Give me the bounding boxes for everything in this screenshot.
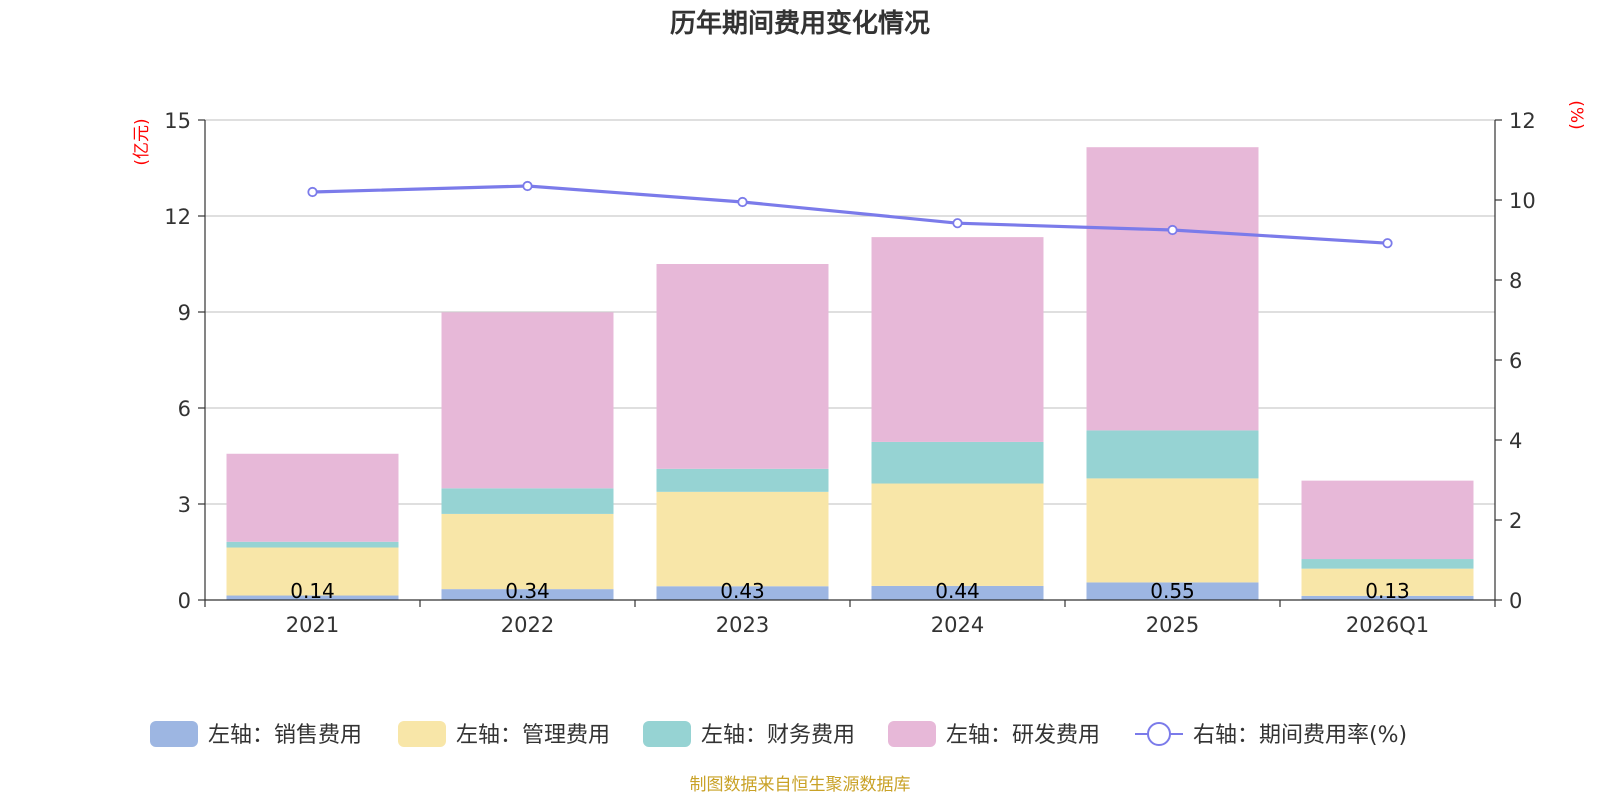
bar-segment-3 xyxy=(1301,559,1474,569)
bar-segment-1 xyxy=(226,595,399,600)
legend-label: 左轴：研发费用 xyxy=(946,723,1100,748)
right-tick-label: 6 xyxy=(1509,349,1522,373)
x-tick-label: 2024 xyxy=(931,613,984,637)
rate-point xyxy=(307,186,318,198)
right-tick-label: 8 xyxy=(1509,269,1522,293)
grid xyxy=(205,119,1495,505)
bar-segment-3 xyxy=(1086,430,1259,479)
bar-segment-1 xyxy=(1086,582,1259,600)
bar-data-label: 0.13 xyxy=(1365,579,1410,603)
legend-item[interactable]: 左轴：销售费用 xyxy=(150,721,362,748)
left-axis-unit: (亿元) xyxy=(132,118,152,165)
left-tick-label: 6 xyxy=(178,397,191,421)
rate-line xyxy=(312,184,1388,245)
rate-line-series xyxy=(307,180,1393,249)
bar-segment-2 xyxy=(1086,478,1259,583)
bar-data-label: 0.43 xyxy=(720,579,765,603)
bar-segment-4 xyxy=(871,237,1044,442)
bar-data-label: 0.44 xyxy=(935,579,980,603)
legend-swatch xyxy=(150,721,198,747)
legend-item[interactable]: 左轴：管理费用 xyxy=(398,721,610,748)
bar-segment-4 xyxy=(441,312,614,489)
bar-segment-2 xyxy=(871,483,1044,586)
right-tick-label: 4 xyxy=(1509,429,1522,453)
rate-point xyxy=(522,180,533,192)
bar-data-label: 0.55 xyxy=(1150,579,1195,603)
x-tick-label: 2026Q1 xyxy=(1346,613,1429,637)
left-tick-label: 9 xyxy=(178,301,191,325)
data-labels: 0.14 0.34 0.43 0.44 0.55 0.13 xyxy=(290,579,1410,603)
legend-label: 右轴：期间费用率(%) xyxy=(1193,723,1407,748)
legend-label: 左轴：管理费用 xyxy=(456,723,610,748)
rate-point xyxy=(1167,224,1178,236)
bar-segment-2 xyxy=(656,491,829,587)
source-note: 制图数据来自恒生聚源数据库 xyxy=(690,775,911,795)
bar-segment-3 xyxy=(871,441,1044,484)
legend-item[interactable]: 右轴：期间费用率(%) xyxy=(1135,722,1407,748)
bar-segment-1 xyxy=(1301,595,1474,600)
legend-swatch xyxy=(888,721,936,747)
bar-segment-4 xyxy=(656,264,829,469)
axes: 0 3 6 9 12 15 0 2 4 6 8 10 12 2021 2022 2023 2024 2025 202… xyxy=(164,109,1535,637)
bar-segment-2 xyxy=(441,513,614,590)
rate-point xyxy=(737,196,748,208)
legend-swatch xyxy=(398,721,446,747)
legend-marker xyxy=(1147,722,1171,746)
right-axis-unit: (%) xyxy=(1566,100,1586,129)
legend-item[interactable]: 左轴：研发费用 xyxy=(888,721,1100,748)
legend-label: 左轴：销售费用 xyxy=(208,723,362,748)
legend-item[interactable]: 左轴：财务费用 xyxy=(643,721,855,748)
x-tick-label: 2023 xyxy=(716,613,769,637)
bar-segment-3 xyxy=(226,541,399,548)
bar-data-label: 0.34 xyxy=(505,579,550,603)
right-tick-label: 10 xyxy=(1509,189,1536,213)
right-tick-label: 0 xyxy=(1509,589,1522,613)
bar-segment-2 xyxy=(226,547,399,596)
bar-segment-1 xyxy=(871,585,1044,600)
x-tick-label: 2025 xyxy=(1146,613,1199,637)
left-tick-label: 3 xyxy=(178,493,191,517)
legend-label: 左轴：财务费用 xyxy=(701,723,855,748)
right-tick-label: 2 xyxy=(1509,509,1522,533)
left-tick-label: 12 xyxy=(164,205,191,229)
rate-point xyxy=(952,218,963,229)
bar-segment-4 xyxy=(226,453,399,542)
bar-segment-1 xyxy=(441,589,614,600)
bar-segment-3 xyxy=(441,488,614,514)
bar-segment-1 xyxy=(656,586,829,600)
rate-point xyxy=(1382,238,1393,249)
x-tick-label: 2021 xyxy=(286,613,339,637)
left-tick-label: 15 xyxy=(164,109,191,133)
chart-title: 历年期间费用变化情况 xyxy=(670,8,930,39)
right-tick-label: 12 xyxy=(1509,109,1536,133)
legend: 左轴：销售费用 左轴：管理费用 左轴：财务费用 左轴：研发费用 右轴：期间费用率(%) xyxy=(150,721,1407,748)
legend-swatch xyxy=(643,721,691,747)
x-tick-label: 2022 xyxy=(501,613,554,637)
bar-segment-4 xyxy=(1086,147,1259,431)
bar-segment-2 xyxy=(1301,568,1474,596)
bar-segment-4 xyxy=(1301,480,1474,560)
bar-series xyxy=(226,147,1474,600)
left-tick-label: 0 xyxy=(178,589,191,613)
bar-segment-3 xyxy=(656,468,829,492)
bar-data-label: 0.14 xyxy=(290,579,335,603)
